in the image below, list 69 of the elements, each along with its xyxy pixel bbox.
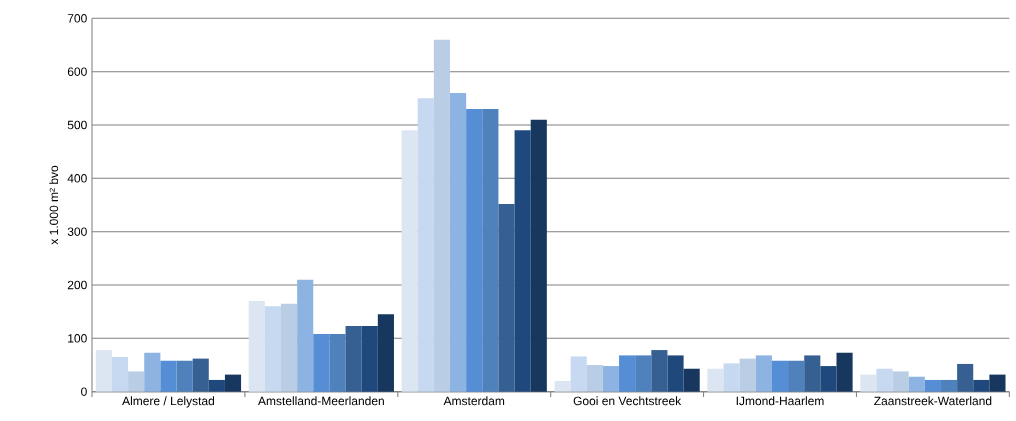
bar: [401, 130, 418, 392]
bar: [892, 371, 909, 392]
bar: [836, 352, 853, 392]
bar: [482, 109, 499, 392]
bar: [264, 306, 281, 392]
bar: [739, 358, 756, 392]
bar: [908, 376, 925, 392]
bar: [329, 334, 346, 392]
bar: [635, 355, 652, 392]
bar: [820, 366, 837, 392]
y-axis-title: x 1.000 m² bvo: [49, 165, 59, 245]
bar: [989, 374, 1006, 392]
bar: [224, 374, 242, 392]
bar: [973, 379, 990, 392]
bar: [940, 379, 958, 392]
y-tick-label: 0: [81, 387, 87, 396]
bar: [176, 360, 193, 392]
bar: [530, 119, 547, 392]
bar: [466, 109, 483, 392]
bar: [498, 203, 515, 392]
bar: [297, 279, 314, 392]
y-tick-label: 200: [67, 280, 87, 290]
bar: [95, 350, 112, 392]
y-tick-label: 300: [67, 227, 87, 236]
bar: [860, 374, 877, 392]
bar: [924, 379, 941, 392]
bar: [788, 360, 805, 392]
bar: [345, 326, 362, 392]
y-tick-label: 100: [68, 334, 87, 343]
bar: [602, 366, 620, 392]
bar: [707, 368, 724, 392]
bar: [570, 356, 587, 392]
x-tick-label: Gooi en Vechtstreek: [573, 396, 682, 406]
bar: [128, 371, 145, 392]
bar: [433, 39, 451, 392]
bar: [554, 381, 571, 392]
bar: [450, 93, 467, 392]
bar: [876, 368, 893, 392]
x-tick-label: IJmond-Haarlem: [736, 396, 824, 406]
bar: [208, 379, 225, 392]
bar: [771, 360, 789, 392]
bar: [248, 301, 265, 392]
bar: [111, 357, 129, 392]
bar: [160, 360, 177, 392]
bar: [683, 368, 700, 392]
bar: [417, 98, 434, 392]
bar: [723, 363, 740, 392]
bar: [957, 363, 974, 392]
x-tick-label: Almere / Lelystad: [122, 396, 214, 408]
x-tick-label: Zaanstreek-Waterland: [874, 396, 992, 406]
bar: [313, 334, 330, 392]
bar: [586, 365, 603, 392]
bar: [667, 355, 684, 392]
bar: [361, 326, 378, 392]
bar: [377, 314, 394, 392]
x-tick-label: Amstelland-Meerlanden: [257, 396, 384, 406]
bar: [804, 355, 821, 392]
bar: [755, 355, 772, 392]
bar: [280, 303, 298, 392]
bar: [514, 130, 531, 392]
y-tick-label: 400: [67, 174, 87, 183]
y-tick-label: 600: [67, 67, 87, 76]
bar: [144, 352, 161, 392]
bar: [651, 350, 668, 392]
x-tick-label: Amsterdam: [443, 396, 505, 406]
y-tick-label: 500: [67, 120, 87, 130]
y-tick-label: 700: [67, 14, 87, 23]
bar: [192, 358, 209, 392]
bar: [619, 355, 636, 392]
